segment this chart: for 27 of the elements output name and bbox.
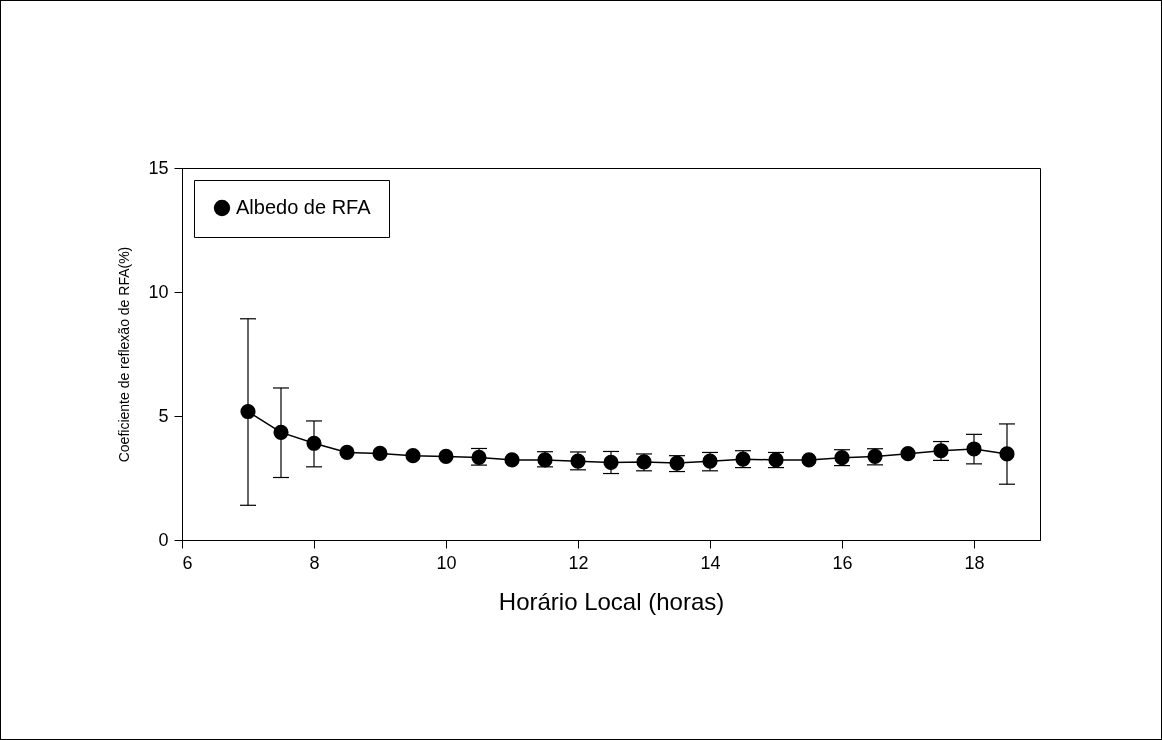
point [966,441,982,457]
x-tick-label: 18 [964,552,985,573]
x-tick-label: 14 [700,552,721,573]
point [339,444,355,461]
point [372,445,388,462]
y-tick-label: 15 [148,157,169,178]
point [801,452,817,468]
x-tick-label: 8 [309,552,320,573]
y-axis-title: Coeficiente de reflexão de RFA(%) [116,246,133,463]
point [273,424,289,440]
x-tick-label: 16 [832,552,853,573]
x-tick-label: 6 [182,552,193,573]
point [306,435,322,451]
x-axis-title: Horário Local (horas) [498,587,725,615]
point [900,446,916,462]
point [405,448,421,464]
point [438,448,454,464]
y-tick-label: 5 [158,405,169,426]
legend-label: Albedo de RFA [236,196,372,218]
y-tick-label: 10 [148,281,169,302]
point [240,403,256,420]
point [999,446,1015,462]
x-tick-label: 10 [436,552,457,573]
y-tick-label: 0 [158,529,169,550]
point [504,452,520,468]
x-tick-label: 12 [568,552,589,573]
point [603,454,619,470]
